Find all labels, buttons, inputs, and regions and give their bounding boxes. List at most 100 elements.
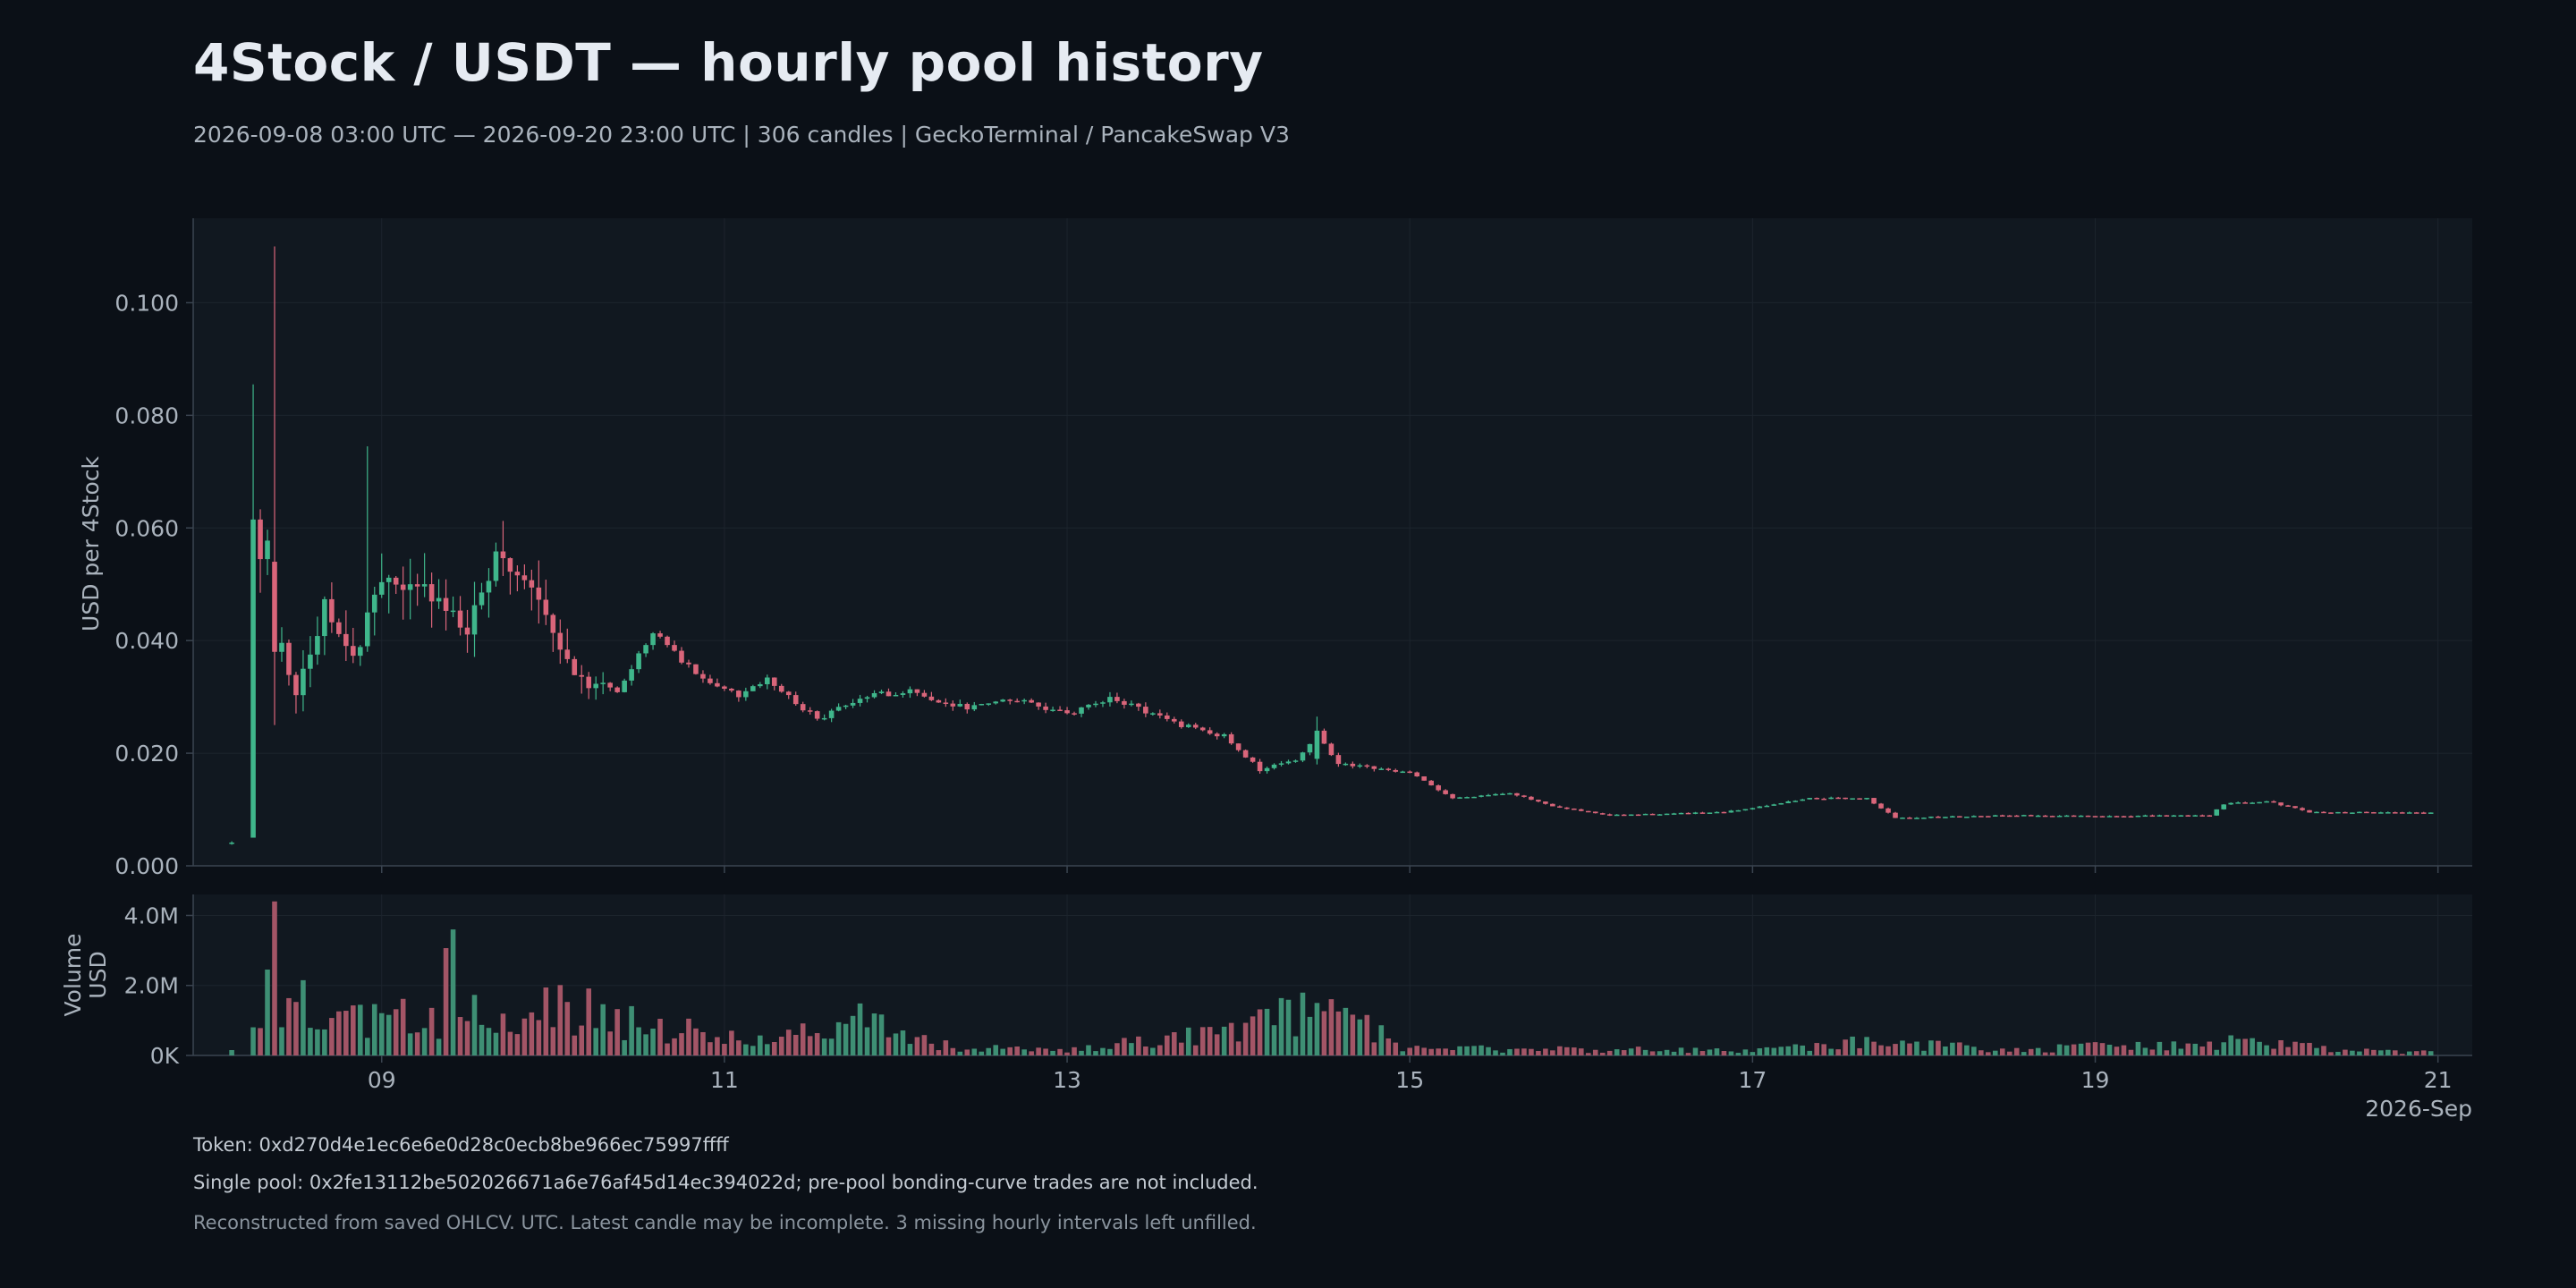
candle bbox=[936, 699, 942, 703]
volume-bar bbox=[778, 1037, 784, 1055]
candle-body bbox=[1843, 797, 1848, 800]
volume-bar bbox=[1864, 1037, 1869, 1055]
volume-bar bbox=[2178, 1048, 2184, 1055]
volume-bar bbox=[821, 1038, 827, 1055]
volume-bar bbox=[1043, 1048, 1048, 1055]
candle bbox=[1328, 742, 1335, 757]
volume-bar bbox=[1750, 1052, 1756, 1055]
candle bbox=[2357, 811, 2362, 814]
candle bbox=[1735, 809, 1741, 812]
candle-body bbox=[2028, 815, 2034, 817]
volume-bar bbox=[900, 1030, 906, 1055]
candle-body bbox=[1029, 699, 1034, 703]
candle bbox=[921, 690, 928, 698]
volume-bar bbox=[1550, 1050, 1555, 1055]
candle bbox=[1921, 817, 1927, 819]
candle-body bbox=[1750, 808, 1756, 809]
volume-bar bbox=[1021, 1049, 1027, 1055]
candle-body bbox=[1421, 776, 1427, 781]
candle-body bbox=[407, 584, 413, 590]
candle bbox=[1185, 723, 1191, 728]
candle bbox=[2343, 811, 2348, 814]
volume-bar bbox=[1714, 1048, 1720, 1055]
candle bbox=[2420, 811, 2427, 814]
volume-bar bbox=[315, 1029, 320, 1055]
candle bbox=[272, 246, 277, 725]
volume-bar bbox=[2378, 1050, 2384, 1055]
volume-bar bbox=[693, 1028, 699, 1055]
volume-bar bbox=[543, 987, 549, 1055]
candle-body bbox=[2013, 815, 2020, 818]
volume-bar bbox=[1328, 999, 1335, 1055]
candle bbox=[1642, 813, 1648, 816]
candle bbox=[521, 564, 528, 589]
candle bbox=[1821, 797, 1826, 801]
candle bbox=[2307, 809, 2312, 813]
candle bbox=[2371, 811, 2377, 814]
candle bbox=[1907, 817, 1912, 819]
volume-bar bbox=[308, 1028, 313, 1055]
volume-bar bbox=[672, 1038, 677, 1055]
volume-bar bbox=[2235, 1038, 2241, 1055]
volume-bar bbox=[1029, 1051, 1034, 1055]
volume-bar bbox=[1343, 1007, 1349, 1055]
candle bbox=[2257, 801, 2262, 804]
volume-bar bbox=[1628, 1048, 1634, 1055]
candle-body bbox=[2399, 812, 2405, 814]
candle bbox=[572, 656, 578, 675]
candle bbox=[1835, 796, 1841, 800]
candle bbox=[436, 579, 442, 609]
candle-body bbox=[943, 702, 949, 704]
candle bbox=[329, 582, 335, 633]
candle-body bbox=[792, 695, 799, 705]
candle-body bbox=[2078, 815, 2084, 818]
volume-bar bbox=[629, 1005, 634, 1055]
candle bbox=[2149, 814, 2156, 818]
candle-body bbox=[850, 702, 856, 706]
candle-body bbox=[507, 558, 513, 572]
candle bbox=[729, 688, 734, 693]
volume-bar bbox=[1165, 1035, 1170, 1055]
volume-bar bbox=[2207, 1041, 2213, 1055]
volume-bar bbox=[521, 1018, 528, 1055]
candle-body bbox=[629, 669, 634, 681]
page-subtitle: 2026-09-08 03:00 UTC — 2026-09-20 23:00 … bbox=[193, 122, 1290, 148]
candle-body bbox=[2042, 815, 2048, 818]
candle-body bbox=[1664, 813, 1670, 816]
candle bbox=[2314, 811, 2319, 814]
volume-bar bbox=[450, 929, 456, 1055]
candle bbox=[593, 676, 599, 700]
price-ytick-label: 0.040 bbox=[114, 628, 179, 654]
candle-body bbox=[1606, 814, 1613, 816]
volume-bar bbox=[2042, 1052, 2048, 1055]
volume-bar bbox=[1592, 1049, 1598, 1055]
candle bbox=[2135, 815, 2141, 818]
candle-body bbox=[1907, 818, 1912, 819]
candle bbox=[514, 565, 521, 592]
candle bbox=[835, 703, 842, 712]
candle-body bbox=[1714, 811, 1720, 814]
candle bbox=[2228, 802, 2233, 805]
candle-body bbox=[1079, 707, 1084, 714]
volume-bar bbox=[1800, 1045, 1806, 1055]
candle bbox=[778, 683, 784, 693]
volume-bar bbox=[2292, 1041, 2298, 1055]
candle bbox=[279, 627, 284, 662]
candle-body bbox=[1443, 790, 1448, 794]
volume-bar bbox=[301, 979, 306, 1055]
candle-body bbox=[521, 575, 528, 580]
volume-bar bbox=[665, 1043, 670, 1055]
candle bbox=[1271, 763, 1277, 770]
volume-bar bbox=[771, 1042, 777, 1055]
candle-body bbox=[1122, 700, 1127, 705]
candle bbox=[1378, 767, 1385, 770]
volume-bar bbox=[1114, 1043, 1120, 1055]
volume-bar bbox=[1000, 1048, 1006, 1055]
candle-body bbox=[2021, 815, 2027, 817]
price-ytick-label: 0.000 bbox=[114, 853, 179, 879]
volume-bar bbox=[650, 1029, 656, 1055]
candle bbox=[614, 686, 620, 693]
candle bbox=[2157, 814, 2163, 817]
candle bbox=[2021, 814, 2027, 817]
candle bbox=[1971, 815, 1977, 818]
